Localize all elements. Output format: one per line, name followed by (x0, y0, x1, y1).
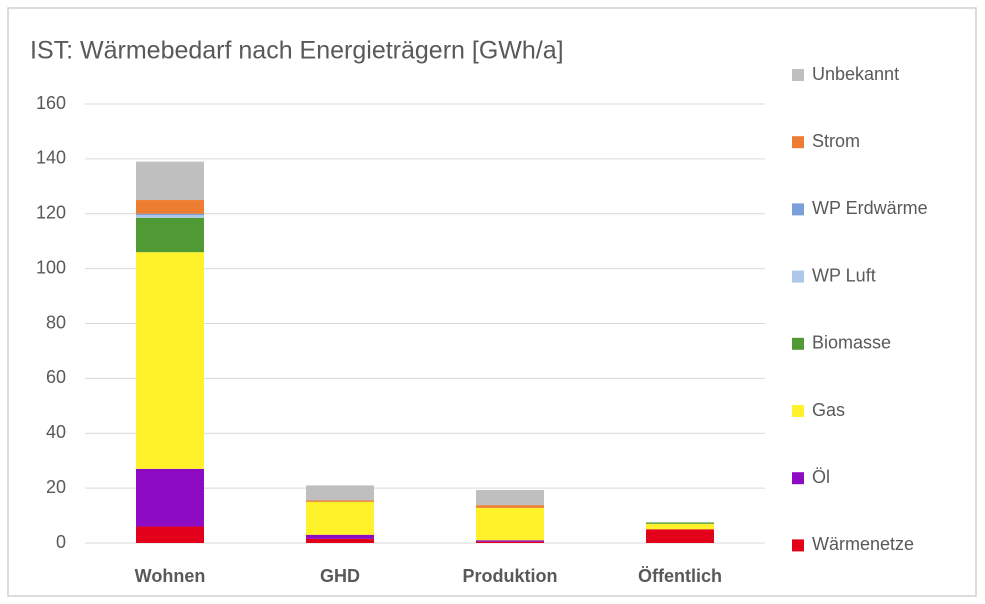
y-tick-label: 120 (36, 203, 66, 223)
bar-segment (136, 161, 204, 201)
x-tick-label: Produktion (463, 566, 558, 586)
y-tick-label: 60 (46, 367, 66, 387)
bar-segment (306, 501, 374, 535)
legend-swatch (792, 270, 804, 283)
y-tick-label: 100 (36, 257, 66, 277)
bar-segment (646, 529, 714, 543)
x-tick-label: GHD (320, 566, 360, 586)
legend-label: Wärmenetze (812, 534, 914, 554)
bar-segment (306, 485, 374, 501)
legend-label: Öl (812, 467, 830, 487)
bar-segment (476, 507, 544, 541)
legend-swatch (792, 337, 804, 350)
bar-segment (136, 252, 204, 469)
y-tick-label: 0 (56, 532, 66, 552)
legend-swatch (792, 472, 804, 485)
bar-segment (136, 468, 204, 527)
legend-label: WP Luft (812, 265, 876, 285)
bar-segment (646, 523, 714, 530)
chart-title: IST: Wärmebedarf nach Energieträgern [GW… (30, 37, 564, 65)
bar-segment (476, 540, 544, 542)
legend-swatch (792, 136, 804, 149)
bar-segment (136, 213, 204, 216)
bar-segment (136, 200, 204, 214)
bar-segment (136, 217, 204, 253)
legend-swatch (792, 539, 804, 552)
legend-label: Strom (812, 131, 860, 151)
bar-segment (476, 490, 544, 506)
y-tick-label: 20 (46, 477, 66, 497)
y-tick-label: 140 (36, 148, 66, 168)
legend-label: WP Erdwärme (812, 198, 928, 218)
legend-label: Unbekannt (812, 64, 899, 84)
bar-segment (306, 538, 374, 543)
bar-segment (306, 534, 374, 539)
y-tick-label: 80 (46, 312, 66, 332)
x-tick-label: Wohnen (135, 566, 206, 586)
bar-segment (646, 522, 714, 524)
legend-swatch (792, 69, 804, 81)
y-tick-label: 40 (46, 422, 66, 442)
bar-segment (136, 215, 204, 218)
bar-segment (476, 505, 544, 508)
legend-swatch (792, 203, 804, 216)
y-tick-label: 160 (36, 93, 66, 113)
bar-segment (476, 541, 544, 543)
x-tick-label: Öffentlich (638, 566, 722, 586)
legend-label: Gas (812, 400, 845, 420)
legend-label: Biomasse (812, 333, 891, 353)
legend-swatch (792, 405, 804, 417)
bar-segment (136, 526, 204, 543)
bar-segment (306, 500, 374, 502)
